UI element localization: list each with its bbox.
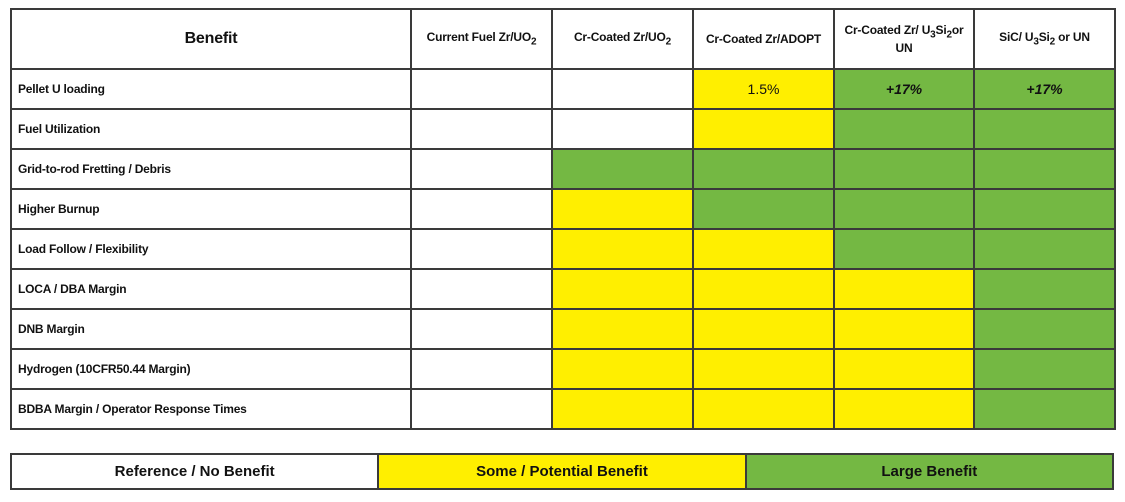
column-header-cr-coated-u3si2: Cr-Coated Zr/ U3Si2or UN — [833, 8, 975, 70]
cell-loca-dba-margin-cr-coated-uo2 — [551, 268, 694, 310]
cell-higher-burnup-cr-coated-adopt — [692, 188, 835, 230]
table-row: Load Follow / Flexibility — [10, 228, 1116, 270]
row-label-pellet-u-loading: Pellet U loading — [10, 68, 412, 110]
cell-fuel-utilization-cr-coated-uo2 — [551, 108, 694, 150]
cell-hydrogen-10cfr50-44-margin-cr-coated-u3si2 — [833, 348, 975, 390]
cell-hydrogen-10cfr50-44-margin-cr-coated-adopt — [692, 348, 835, 390]
cell-load-follow-flexibility-cr-coated-uo2 — [551, 228, 694, 270]
column-header-cr-coated-adopt: Cr-Coated Zr/ADOPT — [692, 8, 835, 70]
cell-grid-to-rod-fretting-debris-sic-u3si2 — [973, 148, 1116, 190]
cell-load-follow-flexibility-sic-u3si2 — [973, 228, 1116, 270]
row-label-hydrogen-10cfr50-44-margin: Hydrogen (10CFR50.44 Margin) — [10, 348, 412, 390]
cell-load-follow-flexibility-cr-coated-u3si2 — [833, 228, 975, 270]
cell-fuel-utilization-current-fuel — [410, 108, 553, 150]
header-row: Benefit Current Fuel Zr/UO2 Cr-Coated Zr… — [10, 8, 1116, 70]
benefit-table: Benefit Current Fuel Zr/UO2 Cr-Coated Zr… — [10, 8, 1116, 430]
cell-fuel-utilization-sic-u3si2 — [973, 108, 1116, 150]
row-label-higher-burnup: Higher Burnup — [10, 188, 412, 230]
cell-hydrogen-10cfr50-44-margin-cr-coated-uo2 — [551, 348, 694, 390]
table-row: Grid-to-rod Fretting / Debris — [10, 148, 1116, 190]
table-row: LOCA / DBA Margin — [10, 268, 1116, 310]
table-row: BDBA Margin / Operator Response Times — [10, 388, 1116, 430]
row-label-load-follow-flexibility: Load Follow / Flexibility — [10, 228, 412, 270]
cell-bdba-margin-operator-response-times-cr-coated-uo2 — [551, 388, 694, 430]
table-row: Pellet U loading 1.5% +17% +17% — [10, 68, 1116, 110]
cell-bdba-margin-operator-response-times-cr-coated-adopt — [692, 388, 835, 430]
cell-dnb-margin-cr-coated-adopt — [692, 308, 835, 350]
cell-grid-to-rod-fretting-debris-cr-coated-u3si2 — [833, 148, 975, 190]
cell-loca-dba-margin-current-fuel — [410, 268, 553, 310]
cell-fuel-utilization-cr-coated-u3si2 — [833, 108, 975, 150]
cell-loca-dba-margin-sic-u3si2 — [973, 268, 1116, 310]
cell-hydrogen-10cfr50-44-margin-sic-u3si2 — [973, 348, 1116, 390]
cell-pellet-u-loading-cr-coated-uo2 — [551, 68, 694, 110]
cell-higher-burnup-cr-coated-u3si2 — [833, 188, 975, 230]
cell-pellet-u-loading-current-fuel — [410, 68, 553, 110]
cell-higher-burnup-sic-u3si2 — [973, 188, 1116, 230]
cell-loca-dba-margin-cr-coated-u3si2 — [833, 268, 975, 310]
column-header-sic-u3si2: SiC/ U3Si2 or UN — [973, 8, 1116, 70]
cell-dnb-margin-cr-coated-u3si2 — [833, 308, 975, 350]
row-label-grid-to-rod-fretting-debris: Grid-to-rod Fretting / Debris — [10, 148, 412, 190]
cell-load-follow-flexibility-cr-coated-adopt — [692, 228, 835, 270]
table-row: Hydrogen (10CFR50.44 Margin) — [10, 348, 1116, 390]
cell-bdba-margin-operator-response-times-current-fuel — [410, 388, 553, 430]
legend: Reference / No Benefit Some / Potential B… — [10, 453, 1114, 490]
cell-grid-to-rod-fretting-debris-current-fuel — [410, 148, 553, 190]
cell-loca-dba-margin-cr-coated-adopt — [692, 268, 835, 310]
table-row: DNB Margin — [10, 308, 1116, 350]
cell-fuel-utilization-cr-coated-adopt — [692, 108, 835, 150]
cell-load-follow-flexibility-current-fuel — [410, 228, 553, 270]
column-header-current-fuel: Current Fuel Zr/UO2 — [410, 8, 553, 70]
cell-grid-to-rod-fretting-debris-cr-coated-adopt — [692, 148, 835, 190]
cell-grid-to-rod-fretting-debris-cr-coated-uo2 — [551, 148, 694, 190]
row-label-bdba-margin-operator-response-times: BDBA Margin / Operator Response Times — [10, 388, 412, 430]
cell-dnb-margin-cr-coated-uo2 — [551, 308, 694, 350]
column-header-cr-coated-uo2: Cr-Coated Zr/UO2 — [551, 8, 694, 70]
cell-dnb-margin-current-fuel — [410, 308, 553, 350]
cell-hydrogen-10cfr50-44-margin-current-fuel — [410, 348, 553, 390]
cell-bdba-margin-operator-response-times-sic-u3si2 — [973, 388, 1116, 430]
legend-item-some: Some / Potential Benefit — [379, 455, 747, 488]
cell-higher-burnup-cr-coated-uo2 — [551, 188, 694, 230]
cell-bdba-margin-operator-response-times-cr-coated-u3si2 — [833, 388, 975, 430]
cell-pellet-u-loading-cr-coated-u3si2: +17% — [833, 68, 975, 110]
row-label-loca-dba-margin: LOCA / DBA Margin — [10, 268, 412, 310]
legend-item-none: Reference / No Benefit — [12, 455, 380, 488]
row-label-dnb-margin: DNB Margin — [10, 308, 412, 350]
row-label-fuel-utilization: Fuel Utilization — [10, 108, 412, 150]
cell-pellet-u-loading-sic-u3si2: +17% — [973, 68, 1116, 110]
table-row: Higher Burnup — [10, 188, 1116, 230]
cell-dnb-margin-sic-u3si2 — [973, 308, 1116, 350]
benefit-column-header: Benefit — [10, 8, 412, 70]
table-body: Pellet U loading 1.5% +17% +17% Fuel Utiliza… — [10, 68, 1116, 430]
legend-item-large: Large Benefit — [746, 455, 1112, 488]
cell-higher-burnup-current-fuel — [410, 188, 553, 230]
table-row: Fuel Utilization — [10, 108, 1116, 150]
cell-pellet-u-loading-cr-coated-adopt: 1.5% — [692, 68, 835, 110]
